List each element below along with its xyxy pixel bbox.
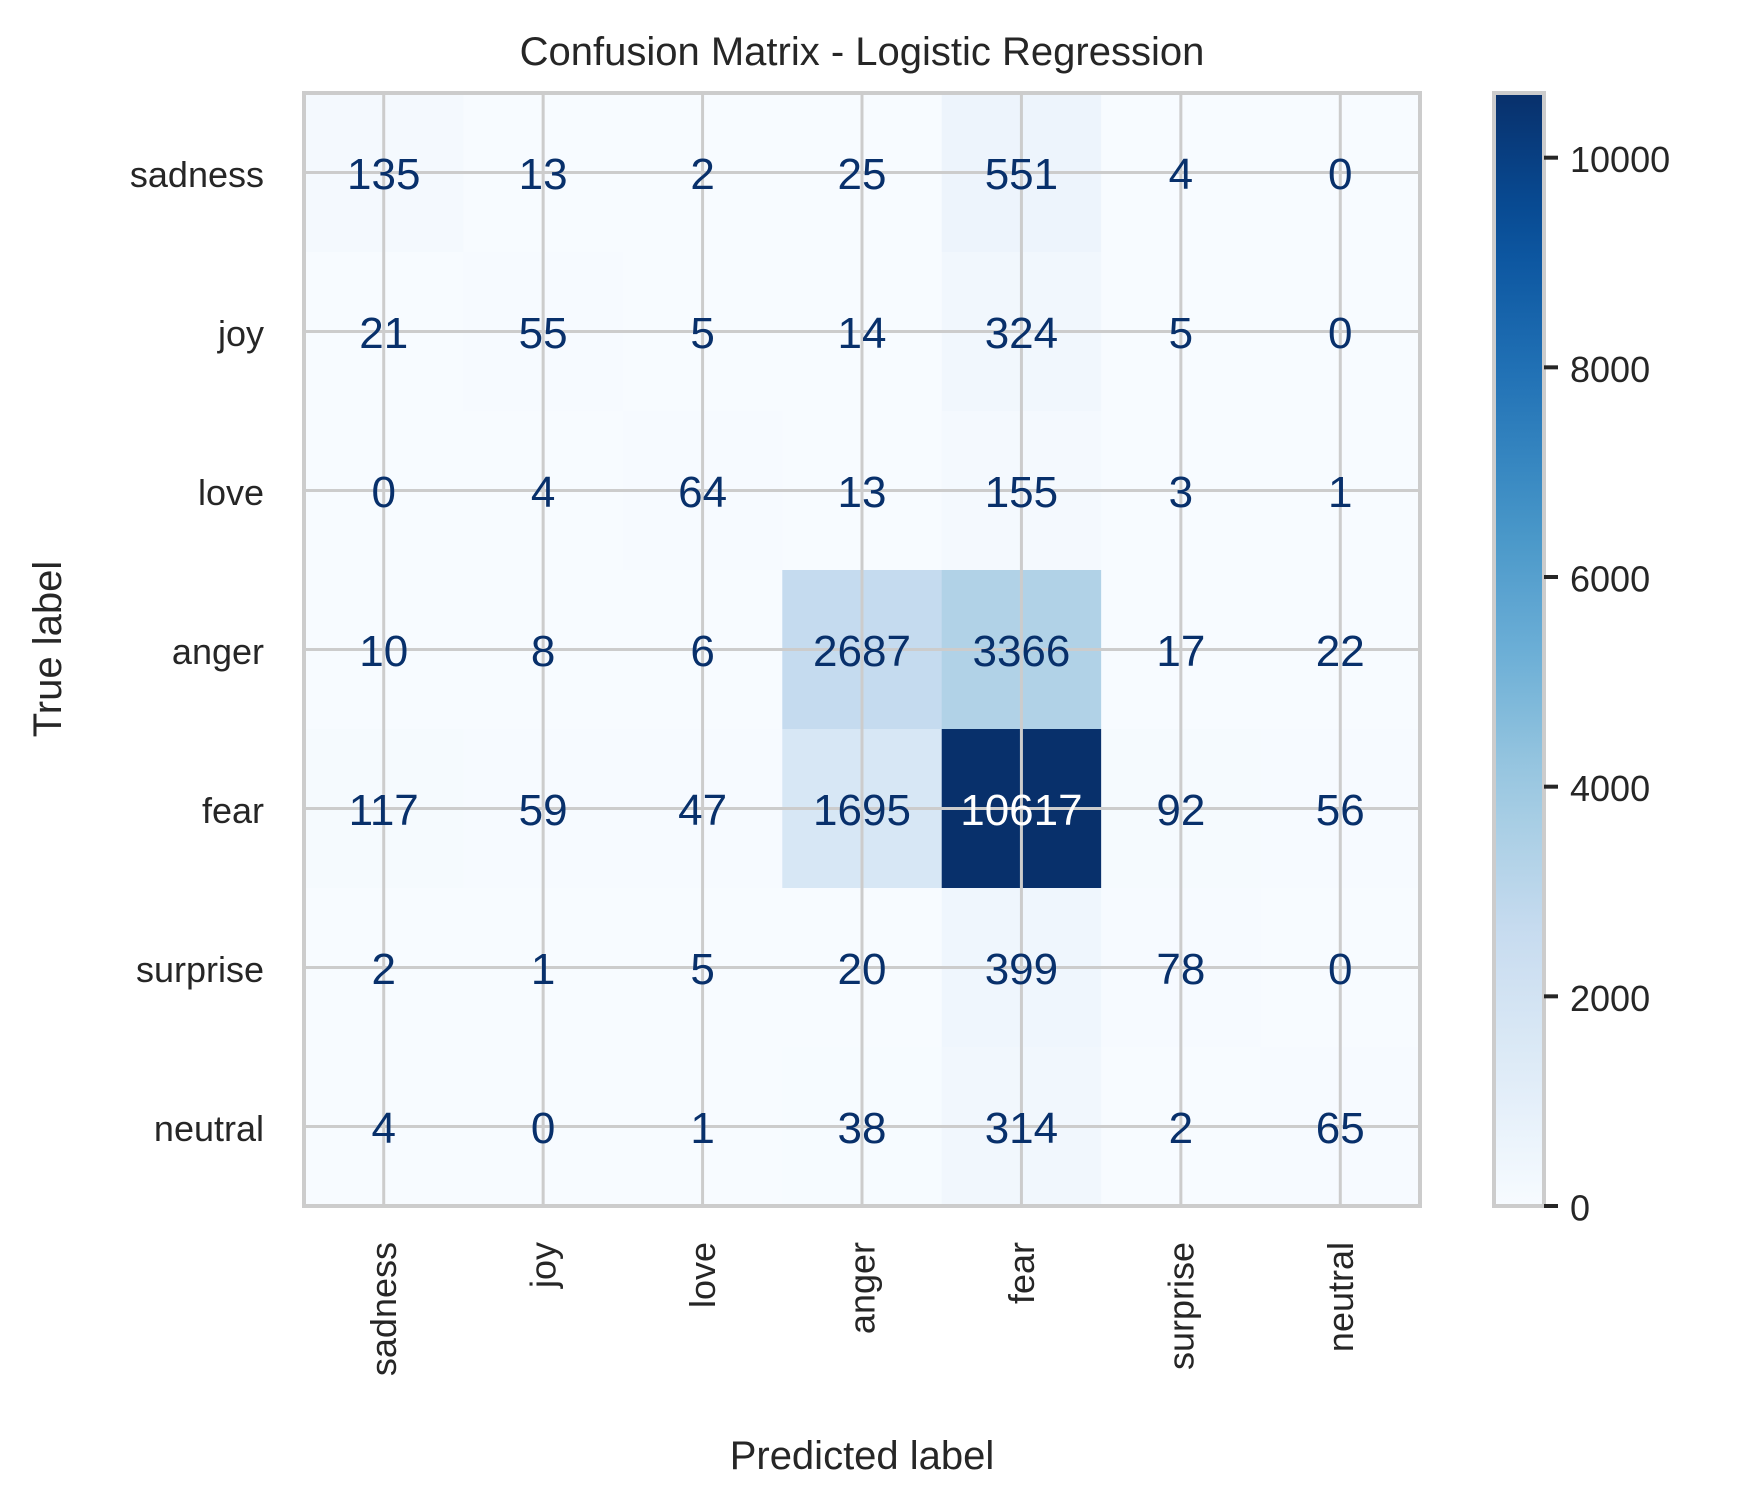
cell-value-label: 14 (838, 309, 887, 358)
cell-value-label: 10 (359, 627, 408, 676)
x-tick-label: neutral (1320, 1242, 1361, 1352)
colorbar-tick-label: 2000 (1570, 978, 1650, 1019)
cell-value-label: 0 (371, 468, 395, 517)
cell-value-label: 5 (690, 309, 714, 358)
y-tick-label: anger (172, 631, 264, 672)
cell-value-label: 10617 (960, 786, 1082, 835)
x-tick-label: sadness (363, 1242, 404, 1376)
colorbar-gradient (1492, 91, 1546, 1208)
colorbar-tick-label: 10000 (1570, 139, 1670, 180)
colorbar-tick-label: 4000 (1570, 768, 1650, 809)
colorbar-tick-label: 8000 (1570, 349, 1650, 390)
heatmap-grid (304, 93, 1420, 1206)
cell-value-label: 0 (531, 1104, 555, 1153)
cell-value-label: 6 (690, 627, 714, 676)
cell-value-label: 1695 (813, 786, 911, 835)
cell-value-label: 324 (985, 309, 1058, 358)
cell-value-label: 17 (1156, 627, 1205, 676)
cell-value-label: 25 (838, 150, 887, 199)
colorbar-tick-label: 6000 (1570, 559, 1650, 600)
cell-value-label: 4 (1169, 150, 1193, 199)
cell-value-label: 4 (531, 468, 555, 517)
cell-value-label: 65 (1316, 1104, 1365, 1153)
cell-value-label: 2 (1169, 1104, 1193, 1153)
cell-value-label: 59 (519, 786, 568, 835)
cell-value-label: 1 (690, 1104, 714, 1153)
cell-value-label: 2687 (813, 627, 911, 676)
chart-title: Confusion Matrix - Logistic Regression (520, 30, 1205, 74)
cell-value-label: 78 (1156, 945, 1205, 994)
y-tick-label: surprise (136, 949, 264, 990)
y-tick-label: joy (217, 313, 264, 354)
cell-value-label: 2 (690, 150, 714, 199)
colorbar: 0 2000 4000 6000 8000 10000 (1492, 91, 1670, 1229)
cell-value-label: 5 (690, 945, 714, 994)
plot-frame (302, 91, 1422, 1208)
y-tick-label: neutral (154, 1108, 264, 1149)
cell-value-label: 117 (349, 786, 419, 835)
cell-value-label: 3 (1169, 468, 1193, 517)
x-tick-label: fear (1001, 1242, 1042, 1304)
cell-value-label: 20 (838, 945, 887, 994)
y-tick-labels: sadness joy love anger fear surprise neutral (130, 154, 264, 1149)
cell-value-label: 38 (838, 1104, 887, 1153)
y-tick-label: fear (202, 790, 264, 831)
cell-value-label: 0 (1328, 150, 1352, 199)
cell-value-label: 2 (371, 945, 395, 994)
y-tick-label: sadness (130, 154, 264, 195)
cell-value-label: 0 (1328, 945, 1352, 994)
cell-value-label: 155 (985, 468, 1058, 517)
cell-value-label: 1 (1328, 468, 1352, 517)
cell-value-label: 314 (985, 1104, 1058, 1153)
x-tick-label: love (682, 1242, 723, 1308)
cell-value-label: 22 (1316, 627, 1365, 676)
cell-value-label: 551 (985, 150, 1058, 199)
x-tick-label: surprise (1160, 1242, 1201, 1370)
x-tick-label: anger (842, 1242, 883, 1334)
cell-value-labels: 135 13 2 25 551 4 021 55 5 14 324 5 00 4 64 13 155 3 110 8 6… (347, 150, 1365, 1153)
cell-value-label: 4 (371, 1104, 395, 1153)
cell-value-label: 92 (1156, 786, 1205, 835)
cell-value-label: 13 (838, 468, 887, 517)
cell-value-label: 55 (519, 309, 568, 358)
cell-value-label: 13 (519, 150, 568, 199)
cell-value-label: 135 (347, 150, 420, 199)
cell-value-label: 5 (1169, 309, 1193, 358)
cell-value-label: 21 (359, 309, 408, 358)
cell-value-label: 399 (985, 945, 1058, 994)
cell-value-label: 56 (1316, 786, 1365, 835)
x-axis-label: Predicted label (730, 1434, 995, 1478)
y-axis-label: True label (26, 561, 70, 737)
x-tick-labels: sadness joy love anger fear surprise neutral (363, 1242, 1361, 1376)
y-tick-label: love (198, 472, 264, 513)
cell-value-label: 3366 (972, 627, 1070, 676)
cell-value-label: 47 (678, 786, 727, 835)
cell-value-label: 8 (531, 627, 555, 676)
colorbar-tick-label: 0 (1570, 1188, 1590, 1229)
cell-value-label: 64 (678, 468, 727, 517)
cell-value-label: 1 (531, 945, 555, 994)
cell-value-label: 0 (1328, 309, 1352, 358)
x-tick-label: joy (523, 1242, 564, 1289)
